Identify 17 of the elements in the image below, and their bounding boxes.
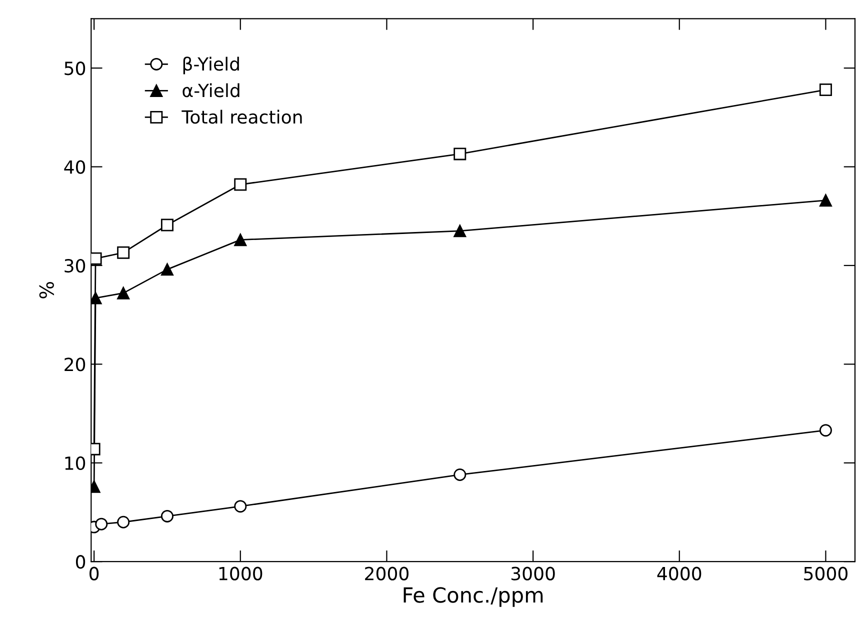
x-axis-title: Fe Conc./ppm — [404, 587, 543, 607]
x-tick-label: 5000 — [804, 566, 848, 580]
legend-label: α-Yield — [182, 83, 240, 98]
y-tick-label: 30 — [64, 258, 86, 273]
y-tick-label: 10 — [65, 456, 86, 470]
legend-label: β-Yield — [183, 56, 239, 74]
x-tick-label: 0 — [90, 566, 99, 580]
x-tick-label: 3000 — [511, 566, 555, 580]
y-axis-title: % — [39, 282, 54, 298]
y-tick-label: 20 — [64, 358, 86, 372]
legend-label: Total reaction — [182, 110, 302, 124]
y-tick-label: 50 — [64, 62, 86, 76]
x-tick-label: 4000 — [657, 566, 702, 580]
y-tick-label: 0 — [76, 555, 86, 569]
y-tick-label: 40 — [64, 160, 86, 174]
x-tick-label: 2000 — [365, 566, 408, 580]
x-tick-label: 1000 — [219, 566, 262, 580]
